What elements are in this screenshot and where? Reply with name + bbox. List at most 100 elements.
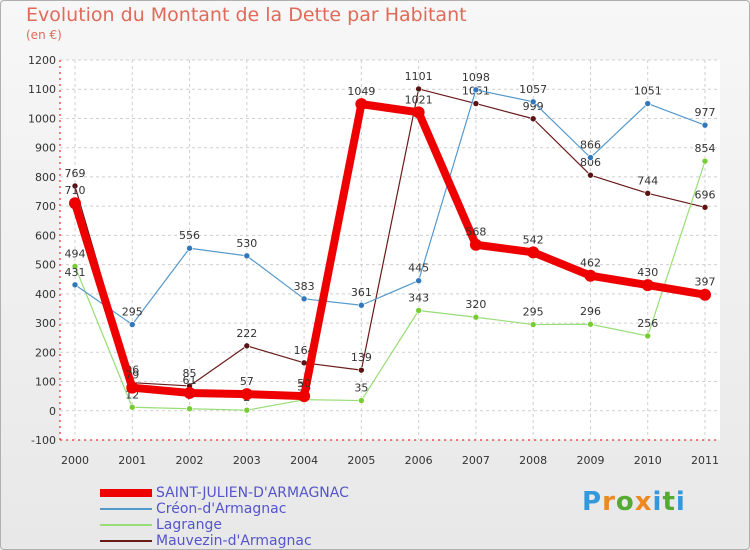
y-tick-label: 700	[35, 200, 56, 213]
data-label-mauvezin-d-armagnac: 806	[580, 156, 601, 169]
data-point-cr-on-d-armagnac	[186, 244, 193, 252]
y-tick-label: 100	[35, 376, 56, 389]
data-point-mauvezin-d-armagnac	[71, 182, 79, 190]
y-tick-label: 500	[35, 259, 56, 272]
data-point-mauvezin-d-armagnac	[701, 204, 709, 211]
x-tick-label: 2011	[691, 454, 719, 467]
data-point-saint-julien-d-armagnac	[641, 279, 654, 292]
chart-title: Evolution du Montant de la Dette par Hab…	[26, 4, 467, 26]
data-label-cr-on-d-armagnac: 431	[65, 266, 86, 279]
data-point-lagrange	[587, 320, 594, 328]
series-line-saint-julien-d-armagnac	[71, 100, 709, 401]
data-point-lagrange	[701, 157, 709, 165]
data-point-cr-on-d-armagnac	[644, 100, 652, 107]
data-label-saint-julien-d-armagnac: 397	[695, 276, 716, 289]
data-label-saint-julien-d-armagnac: 1049	[347, 85, 375, 98]
chart-legend: SAINT-JULIEN-D'ARMAGNAC Créon-d'Armagnac…	[100, 485, 349, 549]
x-tick-label: 2001	[118, 454, 146, 467]
logo-letter: i	[652, 487, 663, 517]
data-label-mauvezin-d-armagnac: 85	[183, 367, 197, 380]
data-point-cr-on-d-armagnac	[587, 154, 594, 161]
data-point-saint-julien-d-armagnac	[412, 106, 425, 119]
x-tick-label: 2007	[462, 454, 490, 467]
logo-letter: o	[615, 487, 635, 517]
x-tick-label: 2010	[634, 454, 662, 467]
y-tick-label: 0	[49, 405, 56, 418]
x-tick-label: 2000	[61, 454, 89, 467]
data-point-saint-julien-d-armagnac	[126, 381, 139, 394]
data-label-mauvezin-d-armagnac: 696	[695, 188, 716, 201]
x-tick-label: 2004	[290, 454, 318, 467]
legend-swatch-mauvezin	[100, 540, 152, 542]
y-tick-label: 1000	[28, 112, 56, 125]
logo-letter: r	[602, 487, 616, 517]
series-line-mauvezin-d-armagnac	[74, 88, 706, 387]
data-label-lagrange: 256	[637, 317, 658, 330]
data-point-saint-julien-d-armagnac	[469, 238, 482, 251]
data-label-cr-on-d-armagnac: 556	[179, 229, 200, 242]
data-label-cr-on-d-armagnac: 383	[294, 280, 315, 293]
data-point-lagrange	[243, 406, 251, 414]
y-tick-label: 1100	[28, 83, 56, 96]
x-tick-label: 2005	[347, 454, 375, 467]
data-point-saint-julien-d-armagnac	[240, 388, 253, 401]
data-point-mauvezin-d-armagnac	[587, 171, 594, 179]
data-point-saint-julien-d-armagnac	[298, 390, 311, 403]
data-point-saint-julien-d-armagnac	[69, 197, 81, 210]
data-point-cr-on-d-armagnac	[128, 321, 136, 328]
data-point-saint-julien-d-armagnac	[183, 386, 196, 399]
data-point-mauvezin-d-armagnac	[415, 85, 422, 93]
y-tick-label: -100	[31, 434, 56, 447]
data-label-mauvezin-d-armagnac: 222	[236, 327, 257, 340]
y-tick-label: 800	[35, 171, 56, 184]
y-tick-label: 600	[35, 229, 56, 242]
data-label-mauvezin-d-armagnac: 769	[65, 167, 86, 180]
legend-label-saint-julien: SAINT-JULIEN-D'ARMAGNAC	[156, 485, 349, 501]
data-point-cr-on-d-armagnac	[243, 252, 251, 260]
data-label-lagrange: 320	[465, 298, 486, 311]
data-label-mauvezin-d-armagnac: 1101	[405, 70, 433, 83]
data-label-lagrange: 854	[695, 142, 716, 155]
legend-swatch-creon	[100, 508, 152, 510]
x-tick-label: 2006	[405, 454, 433, 467]
data-label-cr-on-d-armagnac: 866	[580, 139, 601, 152]
data-label-mauvezin-d-armagnac: 744	[637, 174, 658, 187]
data-label-cr-on-d-armagnac: 977	[695, 106, 716, 119]
y-tick-label: 900	[35, 142, 56, 155]
data-label-cr-on-d-armagnac: 1057	[519, 83, 547, 96]
data-point-mauvezin-d-armagnac	[243, 342, 251, 350]
data-point-cr-on-d-armagnac	[300, 295, 308, 303]
data-point-saint-julien-d-armagnac	[584, 269, 597, 282]
data-point-saint-julien-d-armagnac	[355, 98, 368, 111]
data-label-saint-julien-d-armagnac: 542	[523, 233, 544, 246]
data-point-lagrange	[358, 397, 365, 404]
data-label-cr-on-d-armagnac: 361	[351, 286, 372, 299]
data-point-saint-julien-d-armagnac	[699, 288, 711, 301]
data-point-cr-on-d-armagnac	[529, 98, 537, 106]
data-point-cr-on-d-armagnac	[701, 121, 709, 129]
x-tick-label: 2003	[233, 454, 261, 467]
data-point-lagrange	[128, 403, 136, 411]
data-label-cr-on-d-armagnac: 1098	[462, 71, 490, 84]
legend-swatch-lagrange	[100, 524, 152, 526]
plot-area	[60, 60, 720, 440]
legend-item-mauvezin: Mauvezin-d'Armagnac	[100, 533, 349, 549]
data-point-lagrange	[644, 332, 652, 340]
data-point-mauvezin-d-armagnac	[358, 366, 365, 374]
legend-item-saint-julien: SAINT-JULIEN-D'ARMAGNAC	[100, 485, 349, 501]
data-point-lagrange	[186, 405, 193, 413]
data-point-lagrange	[415, 307, 422, 314]
data-point-lagrange	[529, 321, 537, 328]
data-label-cr-on-d-armagnac: 1051	[634, 85, 662, 98]
data-label-cr-on-d-armagnac: 295	[122, 306, 143, 319]
data-point-mauvezin-d-armagnac	[644, 189, 652, 197]
x-tick-label: 2002	[176, 454, 204, 467]
y-tick-label: 300	[35, 317, 56, 330]
logo-letter: t	[662, 487, 676, 517]
data-label-saint-julien-d-armagnac: 79	[125, 369, 139, 382]
data-label-lagrange: 343	[408, 292, 429, 305]
series-line-cr-on-d-armagnac	[74, 89, 706, 326]
logo-letter: P	[582, 487, 603, 517]
data-label-saint-julien-d-armagnac: 50	[297, 377, 311, 390]
